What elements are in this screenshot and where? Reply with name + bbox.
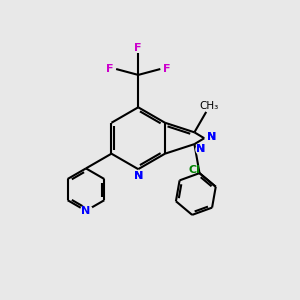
Text: N: N	[196, 143, 206, 154]
Text: Cl: Cl	[189, 165, 201, 175]
Text: N: N	[207, 132, 216, 142]
Text: CH₃: CH₃	[199, 101, 218, 111]
Text: N: N	[134, 171, 143, 181]
Text: N: N	[81, 206, 91, 216]
Text: F: F	[163, 64, 170, 74]
Text: F: F	[134, 43, 142, 52]
Text: N: N	[196, 143, 206, 154]
Text: N: N	[207, 132, 216, 142]
Text: F: F	[106, 64, 113, 74]
Text: N: N	[134, 171, 143, 181]
